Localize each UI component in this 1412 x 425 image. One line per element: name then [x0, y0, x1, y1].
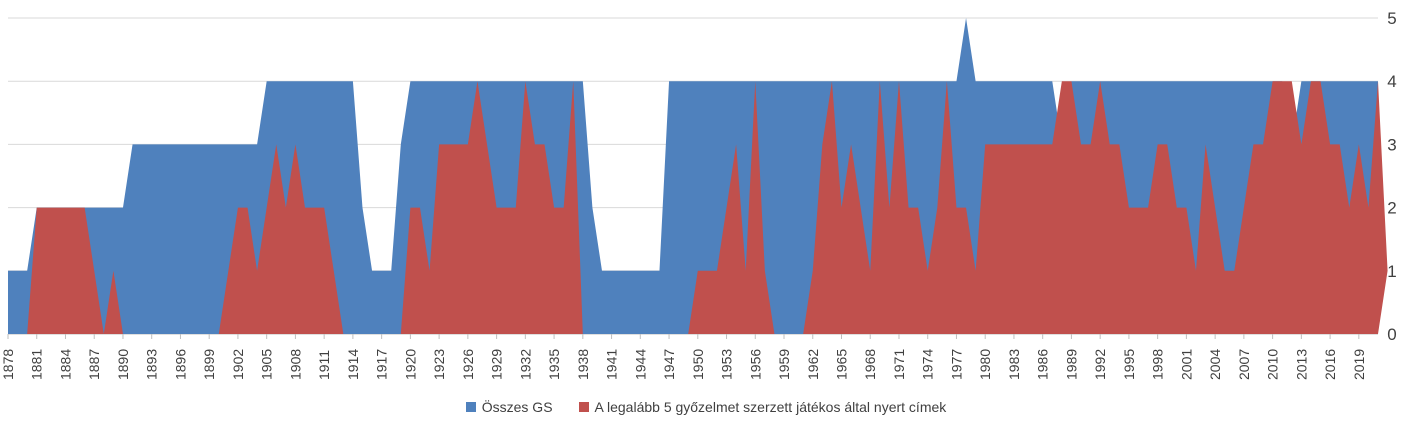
x-tick-label-37: 1989 — [1063, 349, 1079, 380]
x-tick-label-22: 1944 — [632, 349, 648, 380]
legend-label-series-2: A legalább 5 győzelmet szerzett játékos … — [594, 399, 947, 415]
x-tick-label-31: 1971 — [891, 349, 907, 380]
x-tick-label-42: 2004 — [1207, 349, 1223, 380]
x-tick-label-40: 1998 — [1150, 349, 1166, 380]
x-tick-label-41: 2001 — [1178, 349, 1194, 380]
legend-item-series-1: Összes GS — [465, 399, 553, 415]
x-tick-label-5: 1893 — [144, 349, 160, 380]
x-tick-label-16: 1926 — [460, 349, 476, 380]
x-tick-label-44: 2010 — [1265, 349, 1281, 380]
x-tick-label-17: 1929 — [489, 349, 505, 380]
legend: Összes GS A legalább 5 győzelmet szerzet… — [0, 399, 1412, 415]
x-tick-label-15: 1923 — [431, 349, 447, 380]
x-tick-label-32: 1974 — [920, 349, 936, 380]
x-tick-label-7: 1899 — [201, 349, 217, 380]
x-tick-label-33: 1977 — [948, 349, 964, 380]
x-tick-label-19: 1935 — [546, 349, 562, 380]
y-tick-label-4: 4 — [1387, 72, 1396, 91]
y-tick-label-2: 2 — [1387, 199, 1396, 218]
area-series-2 — [8, 81, 1388, 334]
x-tick-label-38: 1992 — [1092, 349, 1108, 380]
x-tick-label-21: 1941 — [604, 349, 620, 380]
x-tick-label-0: 1878 — [0, 349, 16, 380]
y-tick-label-0: 0 — [1387, 325, 1396, 344]
x-tick-label-34: 1980 — [977, 349, 993, 380]
x-tick-label-9: 1905 — [259, 349, 275, 380]
x-tick-label-3: 1887 — [86, 349, 102, 380]
x-tick-label-46: 2016 — [1322, 349, 1338, 380]
x-tick-label-26: 1956 — [747, 349, 763, 380]
x-tick-label-13: 1917 — [374, 349, 390, 380]
x-tick-label-27: 1959 — [776, 349, 792, 380]
x-axis: 1878 1881 1884 1887 1890 1893 1896 1899 1902 1905… — [0, 334, 1367, 380]
legend-swatch-series-1 — [465, 402, 476, 412]
x-tick-label-1: 1881 — [29, 349, 45, 380]
y-tick-label-3: 3 — [1387, 135, 1396, 154]
x-tick-label-23: 1947 — [661, 349, 677, 380]
x-tick-label-47: 2019 — [1351, 349, 1367, 380]
x-tick-label-24: 1950 — [690, 349, 706, 380]
x-tick-label-10: 1908 — [287, 349, 303, 380]
y-tick-label-5: 5 — [1387, 9, 1396, 28]
x-tick-label-28: 1962 — [805, 349, 821, 380]
x-tick-label-18: 1932 — [517, 349, 533, 380]
x-tick-label-25: 1953 — [719, 349, 735, 380]
x-tick-label-20: 1938 — [575, 349, 591, 380]
x-tick-label-29: 1965 — [833, 349, 849, 380]
x-tick-label-45: 2013 — [1293, 349, 1309, 380]
x-tick-label-4: 1890 — [115, 349, 131, 380]
x-tick-label-43: 2007 — [1236, 349, 1252, 380]
x-tick-label-36: 1986 — [1035, 349, 1051, 380]
x-tick-label-2: 1884 — [57, 349, 73, 380]
x-tick-label-12: 1914 — [345, 349, 361, 380]
x-tick-label-30: 1968 — [862, 349, 878, 380]
legend-swatch-series-2 — [578, 402, 589, 412]
x-tick-label-14: 1920 — [402, 349, 418, 380]
x-tick-label-8: 1902 — [230, 349, 246, 380]
y-axis: 0 1 2 3 4 5 — [1387, 9, 1396, 344]
x-tick-label-35: 1983 — [1006, 349, 1022, 380]
y-tick-label-1: 1 — [1387, 262, 1396, 281]
x-tick-label-6: 1896 — [172, 349, 188, 380]
data-areas — [8, 18, 1388, 334]
x-tick-label-11: 1911 — [316, 350, 332, 380]
legend-item-series-2: A legalább 5 győzelmet szerzett játékos … — [578, 399, 947, 415]
x-tick-label-39: 1995 — [1121, 349, 1137, 380]
legend-label-series-1: Összes GS — [481, 399, 553, 415]
